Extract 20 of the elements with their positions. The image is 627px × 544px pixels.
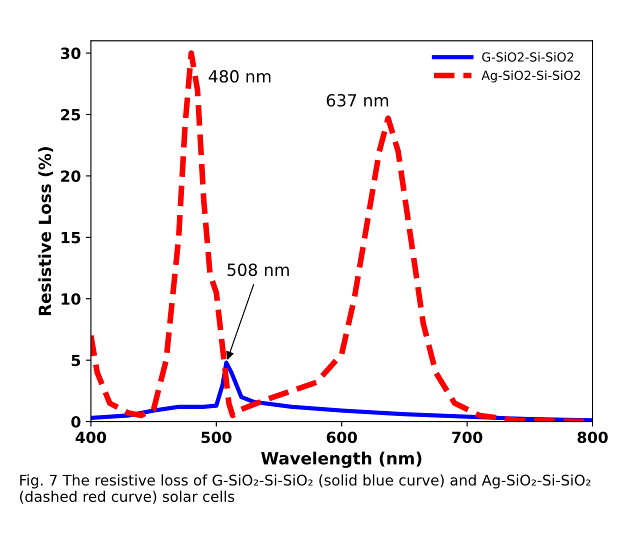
x-tick-label: 500 <box>202 432 232 444</box>
caption: Fig. 7 The resistive loss of G-SiO₂-Si-SiO₂ (solid blue curve) and Ag-SiO₂-Si-SiO₂ (dashed red curve) solar cells <box>20 474 590 504</box>
legend-label: G-SiO2-Si-SiO2 <box>482 52 574 62</box>
x-axis-title: Wavelength (nm) <box>261 452 422 468</box>
y-tick-label: 10 <box>62 293 80 305</box>
y-axis-title: Resistive Loss (%) <box>38 147 54 316</box>
annotation: 637 nm <box>326 94 388 107</box>
y-tick-label: 20 <box>61 170 80 182</box>
legend-label: Ag-SiO2-Si-SiO2 <box>482 70 580 82</box>
annotation: 508 nm <box>228 263 289 276</box>
y-tick-label: 25 <box>61 108 80 121</box>
y-tick-label: 5 <box>72 354 80 366</box>
annotation: 480 nm <box>208 70 270 83</box>
x-tick-label: 400 <box>76 432 106 444</box>
x-tick-label: 600 <box>326 432 357 444</box>
x-tick-label: 800 <box>578 432 608 444</box>
y-tick-label: 0 <box>71 416 80 428</box>
y-tick-label: 30 <box>60 48 80 60</box>
x-tick-label: 700 <box>452 432 482 444</box>
y-tick-label: 15 <box>62 232 80 244</box>
